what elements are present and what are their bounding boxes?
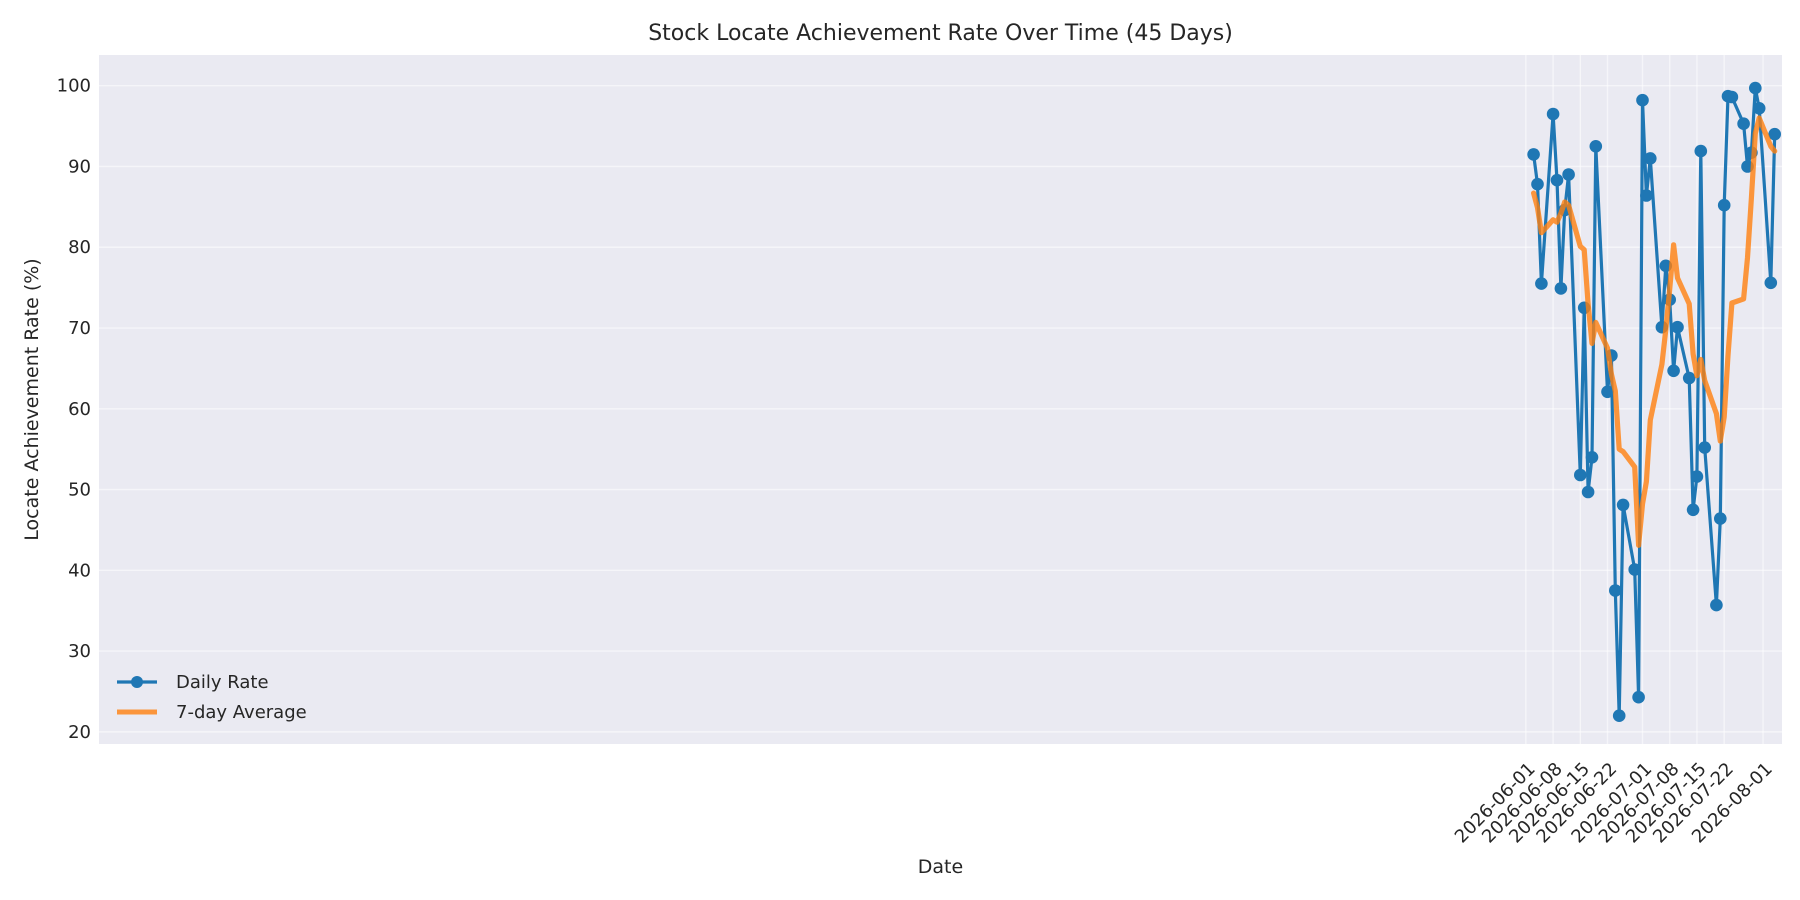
data-point-daily-rate — [1589, 140, 1603, 153]
data-point-daily-rate — [1764, 276, 1778, 290]
y-tick-label: 60 — [68, 399, 91, 420]
y-axis-ticks: 20 30 40 50 60 70 80 90 100 — [57, 76, 91, 743]
data-point-daily-rate — [1546, 107, 1560, 121]
data-point-daily-rate — [1609, 584, 1622, 597]
chart-title: Stock Locate Achievement Rate Over Time … — [648, 21, 1233, 46]
data-point-daily-rate — [1581, 485, 1595, 499]
y-tick-label: 90 — [68, 156, 91, 177]
data-point-daily-rate — [1601, 385, 1614, 399]
data-point-daily-rate — [1535, 277, 1548, 290]
data-point-daily-rate — [1644, 152, 1657, 165]
x-axis-label: Date — [918, 856, 963, 878]
data-point-daily-rate — [1725, 90, 1739, 104]
legend-daily-rate-marker — [131, 676, 143, 688]
grid-lines — [99, 55, 1782, 744]
data-point-daily-rate — [1636, 93, 1649, 107]
data-point-daily-rate — [1749, 81, 1762, 95]
y-tick-label: 70 — [68, 318, 91, 339]
data-point-daily-rate — [1686, 503, 1700, 517]
data-point-daily-rate — [1737, 117, 1750, 130]
y-tick-label: 80 — [68, 237, 91, 258]
data-point-daily-rate — [1554, 282, 1568, 295]
data-point-daily-rate — [1574, 468, 1587, 482]
data-point-daily-rate — [1585, 451, 1599, 464]
data-point-daily-rate — [1768, 127, 1781, 141]
data-point-daily-rate — [1531, 177, 1544, 191]
data-point-daily-rate — [1632, 690, 1645, 704]
y-tick-label: 50 — [68, 480, 91, 501]
data-point-daily-rate — [1628, 563, 1641, 576]
y-tick-label: 100 — [57, 76, 91, 97]
legend: Daily Rate 7-day Average — [117, 672, 307, 723]
y-axis-label: Locate Achievement Rate (%) — [21, 258, 43, 540]
data-point-daily-rate — [1714, 512, 1727, 525]
legend-7-day-average-label: 7-day Average — [176, 702, 307, 723]
data-point-daily-rate — [1671, 320, 1684, 334]
data-point-daily-rate — [1550, 173, 1564, 187]
data-point-daily-rate — [1616, 498, 1630, 512]
data-point-daily-rate — [1694, 144, 1708, 158]
series-layer — [1527, 81, 1781, 722]
data-point-daily-rate — [1667, 364, 1680, 378]
data-point-daily-rate — [1752, 102, 1766, 115]
data-point-daily-rate — [1640, 189, 1653, 202]
x-axis-ticks: 2026-06-012026-06-082026-06-152026-06-22… — [1451, 759, 1777, 848]
series-line-7-day-average — [1530, 115, 1778, 548]
y-tick-label: 20 — [68, 722, 91, 743]
data-point-daily-rate — [1612, 709, 1626, 722]
data-point-daily-rate — [1717, 198, 1731, 212]
data-point-daily-rate — [1710, 598, 1723, 612]
data-point-daily-rate — [1682, 371, 1696, 385]
y-tick-label: 40 — [68, 560, 91, 581]
data-point-daily-rate — [1527, 148, 1540, 161]
data-point-daily-rate — [1562, 168, 1575, 181]
data-point-daily-rate — [1690, 470, 1704, 483]
data-point-daily-rate — [1698, 441, 1711, 454]
y-tick-label: 30 — [68, 641, 91, 662]
legend-daily-rate-label: Daily Rate — [176, 672, 269, 693]
plot-area — [99, 55, 1782, 744]
